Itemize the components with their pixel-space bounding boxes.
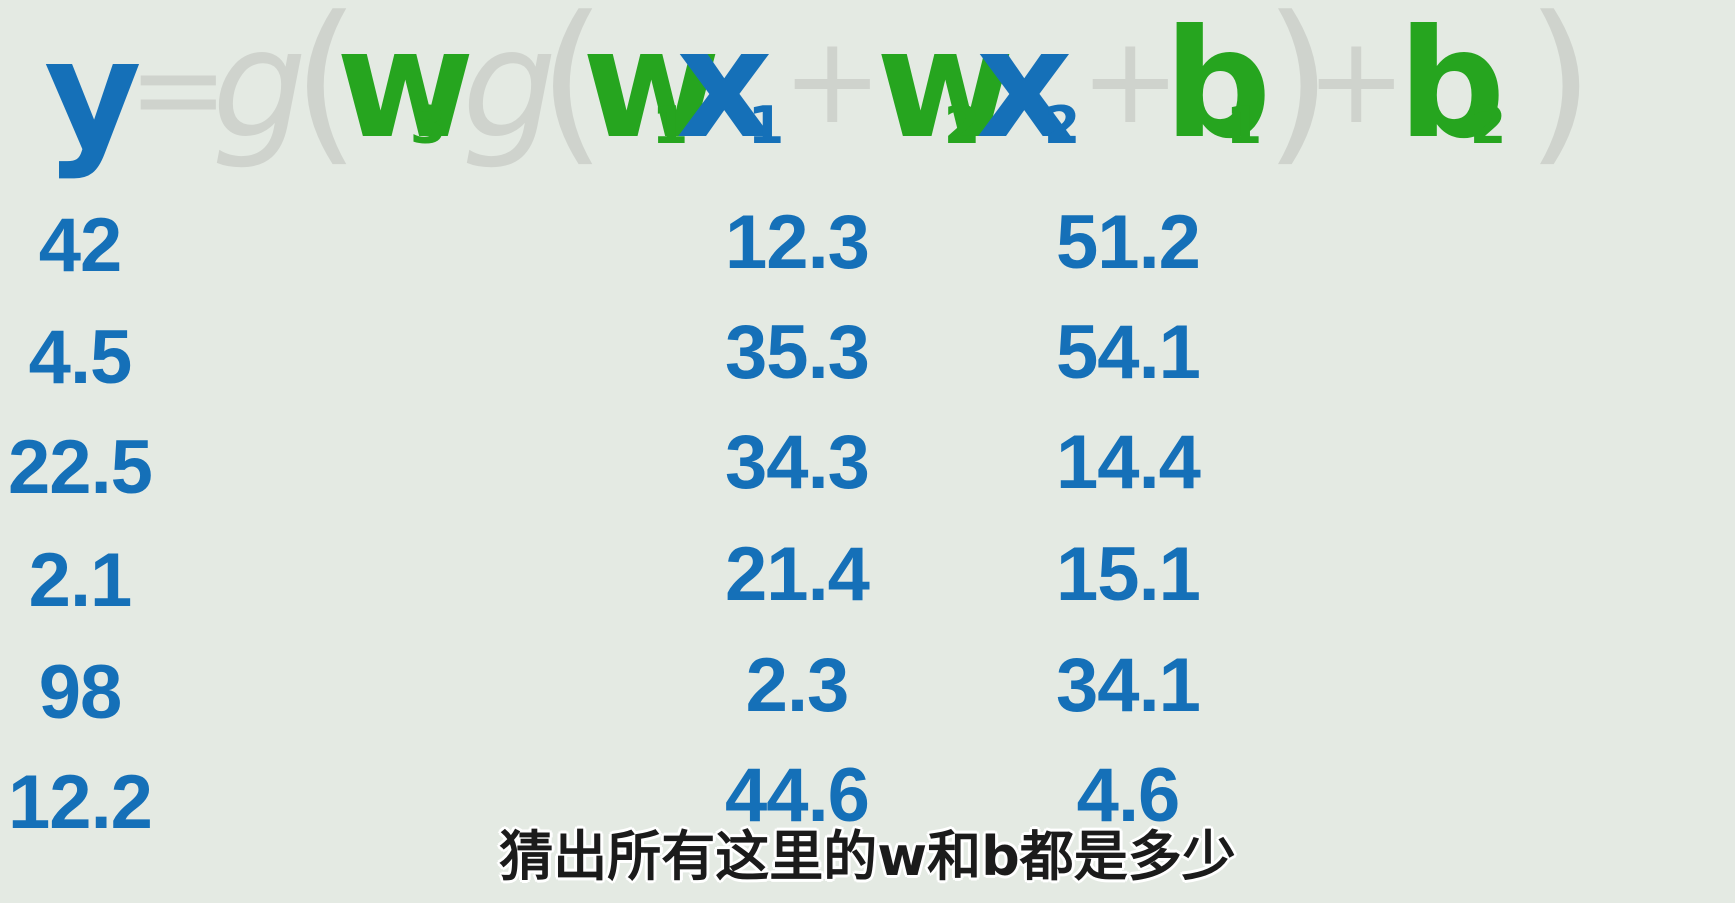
x1-value: 2.3 [745,643,850,728]
x2-value: 14.4 [1056,420,1201,505]
eq-plus-3: + [1306,12,1407,151]
x1-value: 34.3 [725,420,870,505]
eq-b1: b [1164,0,1272,172]
eq-equals: = [128,20,229,159]
x2-value: 4.6 [1076,753,1181,838]
eq-y: y [44,8,142,182]
y-value: 2.1 [28,538,133,623]
x1-value: 21.4 [725,532,870,617]
eq-w1-sub: 1 [652,96,689,156]
y-value: 4.5 [28,315,133,400]
eq-x2-sub: 2 [1044,96,1081,156]
y-value: 98 [38,650,123,735]
eq-x1: x [676,0,773,172]
video-subtitle: 猜出所有这里的w和b都是多少 [499,825,1236,888]
eq-close-paren-inner: ) [1264,0,1333,183]
eq-x2: x [976,0,1073,172]
x2-value: 51.2 [1056,200,1201,285]
eq-plus-2: + [1080,12,1181,151]
eq-w2-sub: 2 [944,96,981,156]
y-value: 12.2 [8,760,153,845]
eq-plus-1: + [782,12,883,151]
eq-open-paren-inner: ( [538,0,607,183]
eq-w1: w [582,0,721,172]
eq-w3-sub: 3 [410,96,447,156]
x1-value: 35.3 [725,310,870,395]
eq-b2-sub: 2 [1470,96,1507,156]
eq-g-outer: g [212,0,308,172]
x1-value: 44.6 [725,753,870,838]
eq-x1-sub: 1 [748,96,785,156]
eq-w3: w [336,0,475,172]
eq-b1-sub: 1 [1226,96,1263,156]
eq-g-inner: g [462,0,558,172]
y-value: 42 [38,203,123,288]
eq-close-paren-outer: ) [1526,0,1595,183]
x2-value: 15.1 [1056,532,1201,617]
x1-value: 12.3 [725,200,870,285]
eq-b2: b [1398,0,1506,172]
eq-open-paren-outer: ( [292,0,361,183]
y-value: 22.5 [8,425,153,510]
eq-w2: w [876,0,1015,172]
x2-value: 54.1 [1056,310,1201,395]
x2-value: 34.1 [1056,643,1201,728]
